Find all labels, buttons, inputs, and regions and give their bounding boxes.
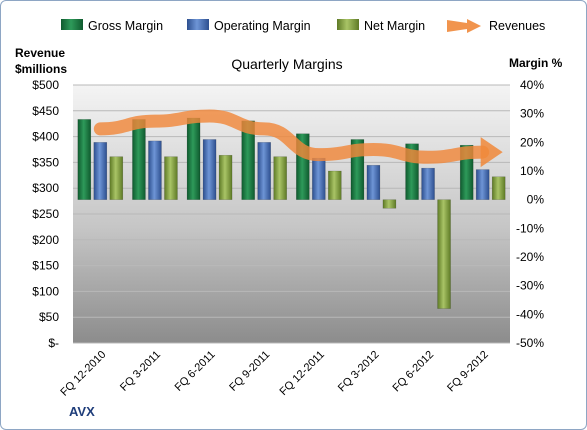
bar-net-margin <box>491 176 506 200</box>
bar-operating-margin <box>421 167 435 200</box>
category-label: FQ 9-2012 <box>445 349 491 395</box>
legend: Gross Margin Operating Margin Net Margin… <box>61 19 545 33</box>
bar-net-margin <box>273 156 287 200</box>
left-tick-label: $350 <box>32 155 59 169</box>
right-axis-ticks: 40% 30% 20% 10% 0% -10% -20% -30% -40% -50% <box>516 78 544 350</box>
category-label: FQ 6-2011 <box>173 349 218 394</box>
bar-net-margin <box>328 170 342 200</box>
left-axis-title-line2: $millions <box>15 62 67 76</box>
left-tick-label: $50 <box>39 310 59 324</box>
right-tick-label: -40% <box>516 307 544 321</box>
right-tick-label: -20% <box>516 250 544 264</box>
legend-swatch-net-margin <box>337 19 359 30</box>
bar-operating-margin <box>202 139 217 200</box>
legend-label-revenues: Revenues <box>489 19 545 33</box>
left-tick-label: $200 <box>32 233 59 247</box>
right-axis-title: Margin % <box>509 56 563 70</box>
bar-operating-margin <box>366 165 381 200</box>
category-label: FQ 12-2011 <box>278 349 327 398</box>
category-label: FQ 12-2010 <box>58 349 108 399</box>
company-label: AVX <box>69 404 95 419</box>
category-label: FQ 3-2012 <box>336 349 382 395</box>
revenue-line-series <box>93 109 503 168</box>
bar-net-margin <box>382 199 397 209</box>
left-tick-label: $100 <box>32 284 59 298</box>
chart-title: Quarterly Margins <box>231 56 342 72</box>
revenue-line <box>93 109 490 164</box>
bar-gross-margin <box>186 117 201 200</box>
left-tick-label: $150 <box>32 259 59 273</box>
legend-swatch-revenues <box>447 19 481 33</box>
legend-swatch-gross-margin <box>61 19 83 30</box>
right-tick-label: 10% <box>520 164 544 178</box>
legend-label-operating-margin: Operating Margin <box>214 19 311 33</box>
right-tick-label: 0% <box>527 193 545 207</box>
category-label: FQ 3-2011 <box>118 349 163 394</box>
bar-operating-margin <box>93 142 108 200</box>
right-tick-label: -10% <box>516 221 544 235</box>
left-axis-ticks: $- $50 $100 $150 $200 $250 $300 $350 $400 $450 $50… <box>32 78 59 350</box>
legend-swatch-operating-margin <box>187 19 209 30</box>
right-tick-label: -50% <box>516 336 544 350</box>
category-axis-labels: FQ 12-2010 FQ 3-2011 FQ 6-2011 FQ 9-2011 FQ … <box>58 349 490 399</box>
bar-net-margin <box>164 156 178 200</box>
bar-net-margin <box>109 156 124 200</box>
legend-label-net-margin: Net Margin <box>364 19 425 33</box>
right-tick-label: 40% <box>520 78 544 92</box>
bar-operating-margin <box>257 142 271 200</box>
left-tick-label: $400 <box>32 130 59 144</box>
bar-operating-margin <box>148 140 162 200</box>
bar-gross-margin <box>77 119 92 200</box>
gridlines <box>73 84 510 344</box>
right-tick-label: 30% <box>520 107 544 121</box>
left-axis-title-line1: Revenue <box>15 46 65 60</box>
left-tick-label: $500 <box>32 78 59 92</box>
legend-label-gross-margin: Gross Margin <box>88 19 163 33</box>
left-tick-label: $300 <box>32 181 59 195</box>
left-tick-label: $- <box>48 336 59 350</box>
left-tick-label: $450 <box>32 104 59 118</box>
bar-gross-margin <box>132 119 146 200</box>
right-tick-label: 20% <box>520 135 544 149</box>
bar-net-margin <box>437 199 451 309</box>
category-label: FQ 9-2011 <box>227 349 272 394</box>
bar-operating-margin <box>475 169 490 200</box>
right-tick-label: -30% <box>516 279 544 293</box>
bar-series <box>77 117 506 309</box>
bar-operating-margin <box>312 157 326 200</box>
bar-net-margin <box>218 154 233 200</box>
left-tick-label: $250 <box>32 207 59 221</box>
revenue-line-arrowhead <box>480 137 503 168</box>
category-label: FQ 6-2012 <box>391 349 437 395</box>
